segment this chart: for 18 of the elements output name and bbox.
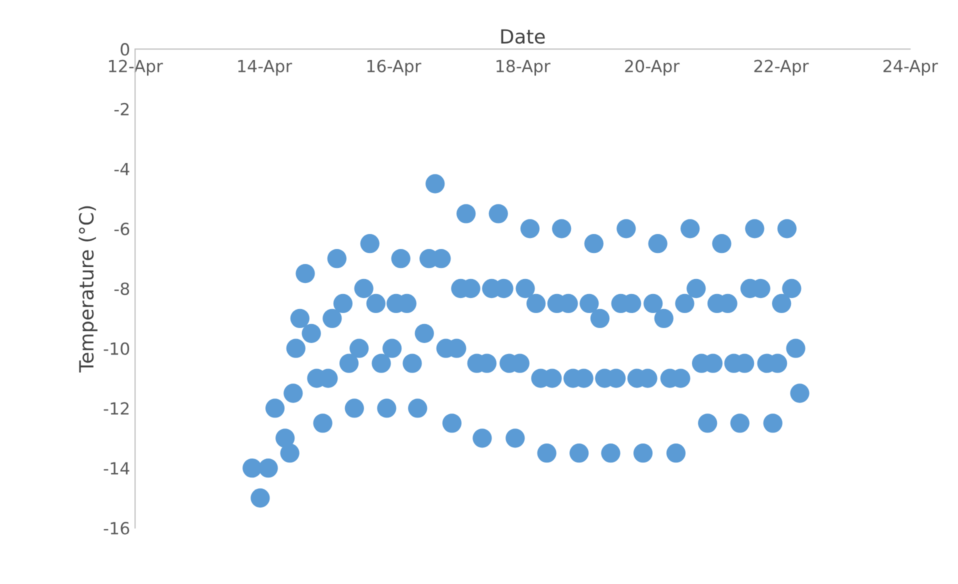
- y-tick-label: -14: [104, 462, 130, 474]
- y-tick-label: -12: [104, 402, 129, 415]
- y-tick-label: 0: [120, 43, 130, 56]
- y-tick-label: -2: [114, 102, 129, 116]
- y-tick-label: -6: [114, 222, 130, 236]
- y-tick-label: -16: [104, 522, 130, 535]
- x-tick-label: 20-Apr: [625, 60, 680, 76]
- x-tick-label: 12-Apr: [109, 60, 163, 76]
- x-tick-label: 14-Apr: [238, 60, 292, 76]
- y-tick-label: -8: [114, 282, 130, 296]
- y-tick-label: -10: [104, 342, 130, 355]
- x-tick-label: 24-Apr: [883, 60, 938, 76]
- x-axis-title: Date: [501, 29, 545, 44]
- x-tick-label: 16-Apr: [367, 60, 422, 76]
- y-tick-label: -4: [114, 162, 130, 176]
- y-axis-title: Temperature (°C): [78, 206, 98, 372]
- x-tick-label: 18-Apr: [496, 60, 550, 76]
- x-tick-label: 22-Apr: [754, 60, 809, 76]
